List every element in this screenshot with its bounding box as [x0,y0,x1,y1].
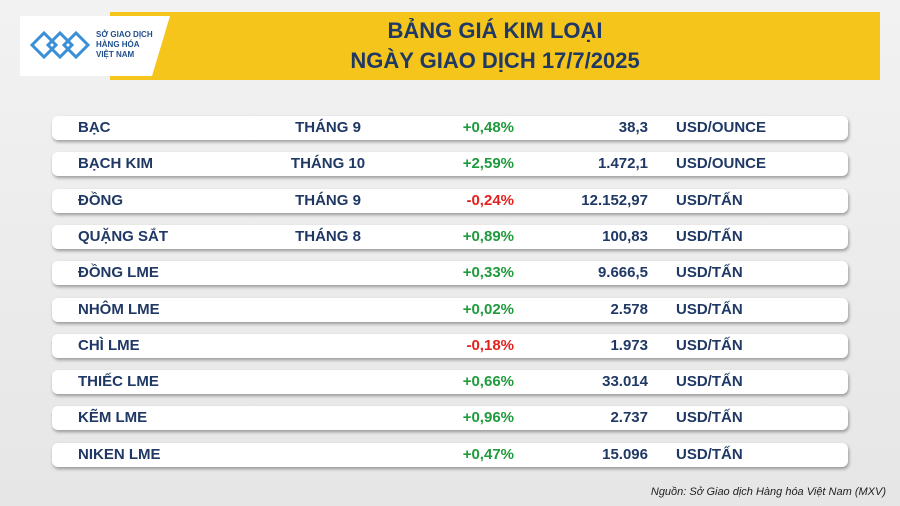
unit: USD/TẤN [676,373,743,391]
contract-month: THÁNG 8 [295,227,361,245]
change: +0,47% [462,445,514,463]
table-row: NHÔM LME +0,02% 2.578 USD/TẤN [52,297,848,322]
source: Nguồn: Sở Giao dịch Hàng hóa Việt Nam (M… [650,486,886,498]
unit: USD/TẤN [676,264,743,282]
price: 1.472,1 [597,155,648,173]
title: BẢNG GIÁ KIM LOẠI [387,18,603,43]
change: +0,02% [462,300,514,318]
metal-name: ĐỒNG LME [78,264,159,282]
unit: USD/TẤN [676,336,743,354]
logo-text: SỞ GIAO DỊCH [96,30,153,39]
price: 2.578 [610,300,648,318]
unit: USD/TẤN [676,227,743,245]
logo-icon [30,30,91,60]
table-row: ĐỒNG LME +0,33% 9.666,5 USD/TẤN [52,261,848,286]
title: NGÀY GIAO DỊCH 17/7/2025 [350,48,640,73]
metal-name: QUẶNG SẮT [78,227,168,245]
change: +0,33% [462,264,514,282]
metal-name: BẠCH KIM [78,155,153,173]
metal-name: KẼM LME [78,409,148,427]
unit: USD/OUNCE [676,155,767,173]
unit: USD/OUNCE [676,119,767,136]
change: +0,66% [462,373,514,391]
price: 2.737 [610,409,648,427]
change: -0,24% [466,191,514,209]
price: 33.014 [602,373,648,391]
metal-name: NHÔM LME [78,300,160,318]
metal-name: BẠC [78,119,111,136]
table-row: BẠC THÁNG 9 +0,48% 38,3 USD/OUNCE [52,116,848,140]
price: 38,3 [618,119,648,136]
logo-text: VIỆT NAM [96,50,135,59]
table-row: QUẶNG SẮT THÁNG 8 +0,89% 100,83 USD/TẤN [52,224,848,249]
price: 1.973 [610,336,648,354]
header-band [110,12,880,80]
table-row: ĐỒNG THÁNG 9 -0,24% 12.152,97 USD/TẤN [52,188,848,213]
metal-name: THIẾC LME [78,373,159,391]
contract-month: THÁNG 10 [290,155,366,173]
table-row: CHÌ LME -0,18% 1.973 USD/TẤN [52,333,848,358]
change: +0,48% [462,119,514,136]
metal-name: CHÌ LME [78,336,140,354]
price: 15.096 [602,445,648,463]
logo-text: HÀNG HÓA [96,40,140,49]
unit: USD/TẤN [676,445,743,463]
unit: USD/TẤN [676,409,743,427]
contract-month: THÁNG 9 [295,119,361,136]
table-row: NIKEN LME +0,47% 15.096 USD/TẤN [52,442,848,467]
metal-name: ĐỒNG [78,191,123,209]
table-row: KẼM LME +0,96% 2.737 USD/TẤN [52,406,848,431]
unit: USD/TẤN [676,300,743,318]
unit: USD/TẤN [676,191,743,209]
metal-name: NIKEN LME [78,445,161,463]
table-row: BẠCH KIM THÁNG 10 +2,59% 1.472,1 USD/OUNCE [52,152,848,177]
price: 12.152,97 [581,191,648,209]
change: +0,89% [462,227,514,245]
change: +2,59% [462,155,514,173]
price: 100,83 [602,227,648,245]
change: +0,96% [462,409,514,427]
change: -0,18% [466,336,514,354]
logo-box [20,16,170,76]
table-row: THIẾC LME +0,66% 33.014 USD/TẤN [52,370,848,395]
price: 9.666,5 [597,264,648,282]
contract-month: THÁNG 9 [295,191,361,209]
